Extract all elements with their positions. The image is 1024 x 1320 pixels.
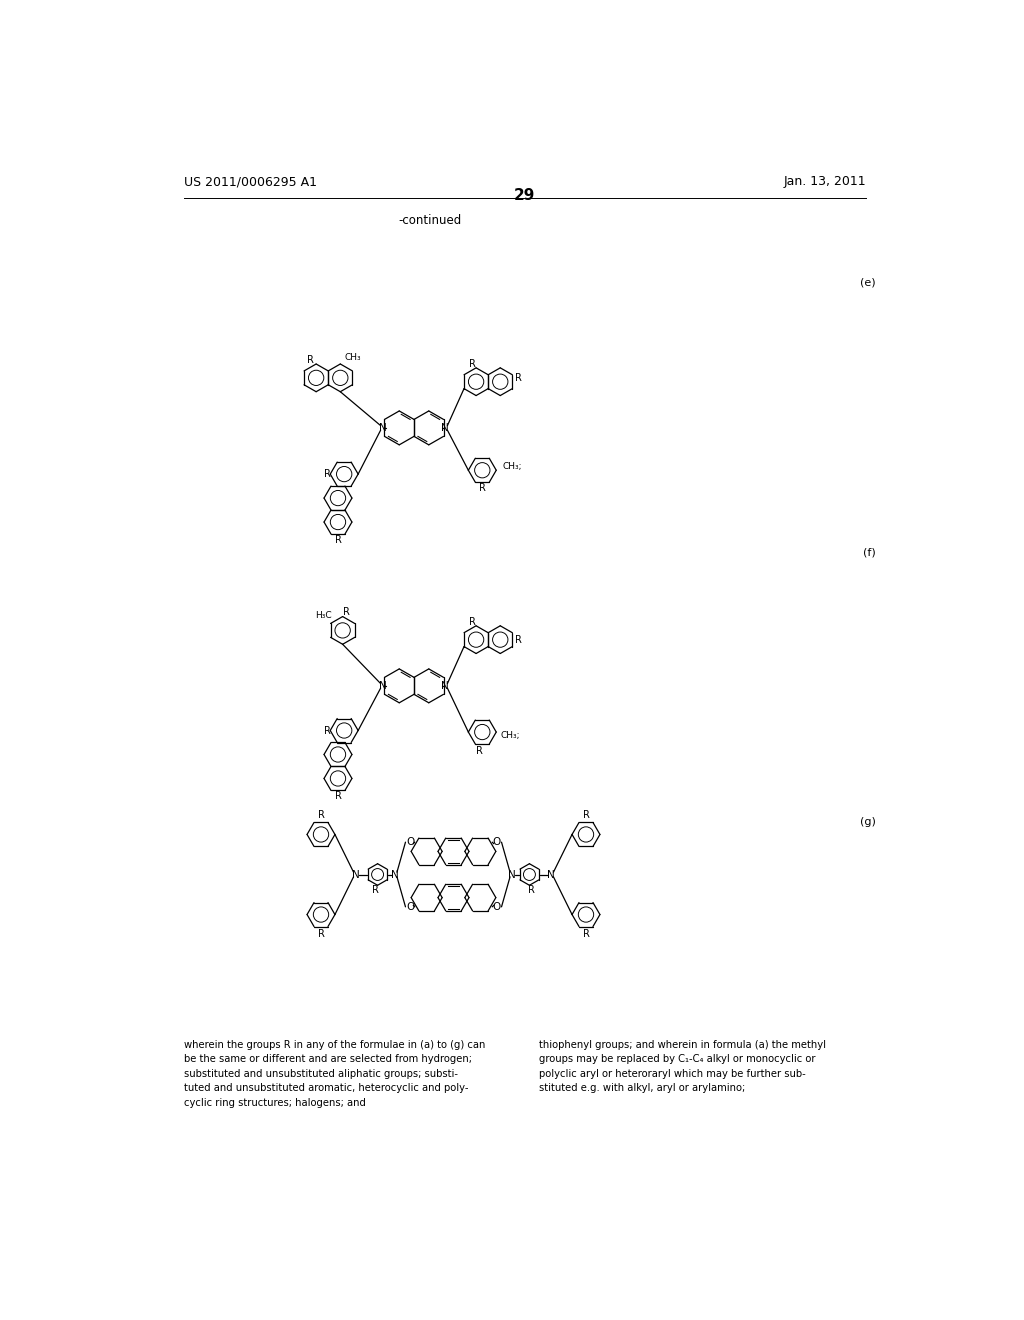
Text: O: O — [493, 902, 501, 912]
Text: (g): (g) — [860, 817, 876, 826]
Text: R: R — [372, 884, 379, 895]
Text: R: R — [469, 359, 476, 370]
Text: H₃C: H₃C — [314, 611, 332, 619]
Text: CH₃;: CH₃; — [503, 462, 522, 471]
Text: R: R — [324, 469, 331, 479]
Text: N: N — [509, 870, 516, 879]
Text: R: R — [317, 810, 325, 820]
Text: R: R — [469, 616, 476, 627]
Text: R: R — [479, 483, 485, 492]
Text: -continued: -continued — [398, 214, 462, 227]
Text: R: R — [317, 929, 325, 939]
Text: O: O — [493, 837, 501, 847]
Text: R: R — [515, 372, 521, 383]
Text: N: N — [391, 870, 398, 879]
Text: R: R — [306, 355, 313, 366]
Text: R: R — [335, 535, 341, 545]
Text: N: N — [379, 422, 387, 433]
Text: N: N — [547, 870, 555, 879]
Text: wherein the groups R in any of the formulae in (a) to (g) can
be the same or dif: wherein the groups R in any of the formu… — [183, 1040, 485, 1107]
Text: O: O — [406, 902, 415, 912]
Text: O: O — [406, 837, 415, 847]
Text: N: N — [441, 681, 449, 690]
Text: CH₃: CH₃ — [344, 354, 360, 362]
Text: US 2011/0006295 A1: US 2011/0006295 A1 — [183, 176, 316, 189]
Text: R: R — [583, 929, 590, 939]
Text: R: R — [335, 791, 341, 801]
Text: N: N — [352, 870, 359, 879]
Text: R: R — [343, 607, 350, 616]
Text: N: N — [441, 422, 449, 433]
Text: R: R — [583, 810, 590, 820]
Text: R: R — [324, 726, 331, 735]
Text: R: R — [476, 746, 483, 755]
Text: (e): (e) — [860, 277, 876, 288]
Text: R: R — [528, 884, 536, 895]
Text: (f): (f) — [863, 548, 876, 557]
Text: CH₃;: CH₃; — [501, 731, 520, 741]
Text: thiophenyl groups; and wherein in formula (a) the methyl
groups may be replaced : thiophenyl groups; and wherein in formul… — [539, 1040, 825, 1093]
Text: R: R — [515, 635, 521, 644]
Text: Jan. 13, 2011: Jan. 13, 2011 — [783, 176, 866, 189]
Text: N: N — [379, 681, 387, 690]
Text: 29: 29 — [514, 187, 536, 203]
